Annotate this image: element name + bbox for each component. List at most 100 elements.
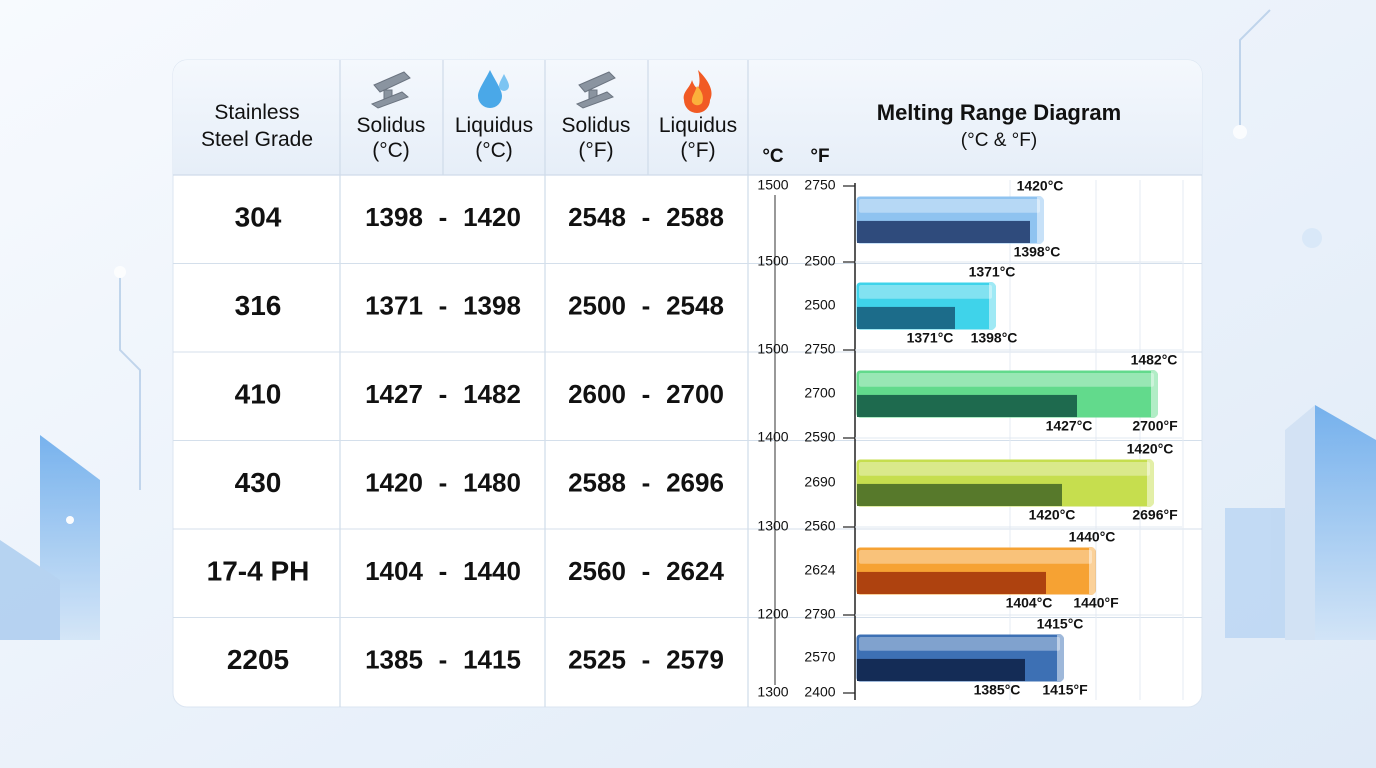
header-line: Stainless [214, 101, 299, 124]
header-line: (°C) [372, 139, 410, 162]
bar-shade [857, 394, 1077, 417]
bar-edge [1147, 460, 1153, 506]
temperature: 1482 [463, 379, 521, 409]
bar-shade [857, 483, 1062, 506]
temperature: 1480 [463, 468, 521, 498]
header-line: (°F) [680, 139, 715, 162]
bar-shade [857, 220, 1030, 243]
axis-header: °C [762, 146, 784, 167]
column-header: Solidus (°F) [562, 114, 631, 162]
bar-highlight [859, 550, 1092, 564]
bar-highlight [859, 462, 1150, 476]
bar-label: 1482°C [1131, 352, 1178, 368]
separator: - [439, 468, 448, 498]
axis-label: 2570 [804, 649, 835, 665]
temperature: 2624 [666, 556, 724, 586]
header-band [173, 60, 1202, 175]
bar-edge [1037, 197, 1043, 243]
grade: 316 [235, 290, 282, 321]
bar-highlight [859, 373, 1154, 387]
bar-label: 1420°C [1029, 507, 1076, 523]
temperature: 2588 [568, 468, 626, 498]
separator: - [642, 645, 651, 675]
axis-label: 1400 [757, 429, 788, 445]
axis-label: 1300 [757, 684, 788, 700]
column-header: Liquidus (°C) [455, 114, 533, 162]
bar-label: 1371°C [969, 264, 1016, 280]
temperature: 1415 [463, 645, 521, 675]
bar-edge [1057, 635, 1063, 681]
temperature: 1420 [365, 468, 423, 498]
bar-label: 1404°C [1006, 595, 1053, 611]
bar-label: 2700°F [1132, 418, 1178, 434]
bar-edge [989, 283, 995, 329]
temperature: 1404 [365, 556, 423, 586]
diagram-subtitle: (°C & °F) [961, 130, 1037, 151]
axis-label: 2500 [804, 297, 835, 313]
axis-label: 2624 [804, 562, 835, 578]
grade: 17-4 PH [207, 556, 310, 587]
temperature: 2548 [568, 202, 626, 232]
header-line: Liquidus [659, 114, 737, 137]
decoration [0, 9, 1376, 640]
separator: - [642, 379, 651, 409]
grade: 2205 [227, 644, 289, 675]
bar-label: 1420°C [1017, 178, 1064, 194]
header-line: Steel Grade [201, 128, 313, 151]
bar-label: 1440°C [1069, 529, 1116, 545]
temperature: 1398 [365, 202, 423, 232]
separator: - [642, 291, 651, 321]
header-line: Solidus [562, 114, 631, 137]
temperature: 2525 [568, 645, 626, 675]
temperature: 2579 [666, 645, 724, 675]
bar-label: 1427°C [1046, 418, 1093, 434]
bar-label: 1398°C [971, 330, 1018, 346]
temperature: 1385 [365, 645, 423, 675]
axis-label: 1500 [757, 177, 788, 193]
column-header: Solidus (°C) [357, 114, 426, 162]
separator: - [642, 202, 651, 232]
bar-label: 1371°C [907, 330, 954, 346]
grade: 430 [235, 467, 282, 498]
temperature: 2548 [666, 291, 724, 321]
separator: - [439, 645, 448, 675]
temperature: 2560 [568, 556, 626, 586]
axis-label: 2400 [804, 684, 835, 700]
axis-label: 2700 [804, 385, 835, 401]
temperature: 1440 [463, 556, 521, 586]
header-line: Liquidus [455, 114, 533, 137]
axis-label: 2590 [804, 429, 835, 445]
temperature: 1371 [365, 291, 423, 321]
axis-label: 2750 [804, 177, 835, 193]
diagram-title: Melting Range Diagram [877, 100, 1121, 125]
temperature: 1398 [463, 291, 521, 321]
separator: - [642, 468, 651, 498]
temperature: 2600 [568, 379, 626, 409]
separator: - [439, 291, 448, 321]
bar-edge [1151, 371, 1157, 417]
axis-label: 2690 [804, 474, 835, 490]
table-lines [173, 60, 1202, 707]
bar-highlight [859, 637, 1060, 651]
bar-edge [1089, 548, 1095, 594]
header-line: Solidus [357, 114, 426, 137]
separator: - [439, 202, 448, 232]
bar-label: 1420°C [1127, 441, 1174, 457]
temperature: 2500 [568, 291, 626, 321]
bar-label: 1440°F [1073, 595, 1119, 611]
bar-highlight [859, 285, 992, 299]
header-line: (°C) [475, 139, 513, 162]
axis-label: 1500 [757, 253, 788, 269]
bar-label: 1415°C [1037, 616, 1084, 632]
temperature: 2588 [666, 202, 724, 232]
header-icons [370, 70, 712, 113]
bar-shade [857, 658, 1025, 681]
separator: - [439, 556, 448, 586]
column-header: Stainless Steel Grade [201, 101, 313, 151]
axis-label: 2790 [804, 606, 835, 622]
separator: - [642, 556, 651, 586]
axis-label: 1200 [757, 606, 788, 622]
bar-label: 2696°F [1132, 507, 1178, 523]
header-line: (°F) [578, 139, 613, 162]
